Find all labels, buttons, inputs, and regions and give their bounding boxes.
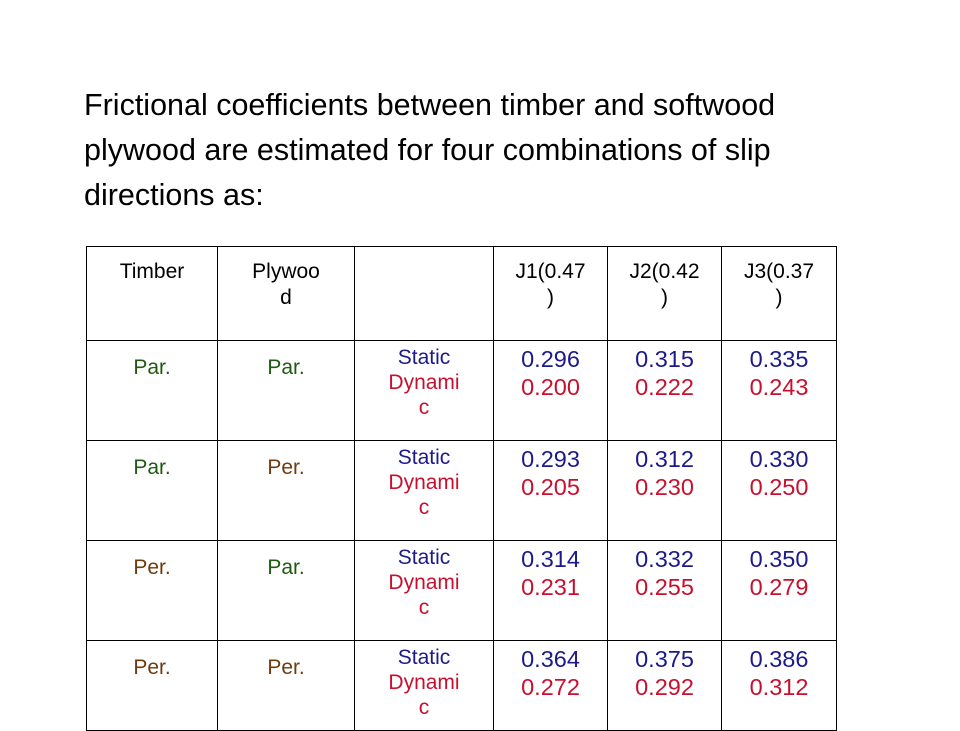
j1-value-cell: 0.364 0.272	[493, 640, 608, 731]
j1-value-cell: 0.296 0.200	[493, 340, 608, 441]
mode-cell: Static Dynami c	[354, 640, 494, 731]
mode-dynamic-label-line2: c	[418, 496, 430, 519]
j2-static-value: 0.332	[635, 546, 694, 572]
j3-dynamic-value: 0.243	[749, 374, 809, 400]
mode-static-label: Static	[397, 646, 451, 669]
mode-dynamic-label: Dynami c	[355, 370, 493, 420]
mode-cell: Static Dynami c	[354, 440, 494, 541]
j3-value-cell: 0.335 0.243	[721, 340, 837, 441]
j3-static-value: 0.350	[749, 546, 809, 572]
j3-dynamic-value: 0.250	[749, 474, 809, 500]
mode-dynamic-label-line2: c	[418, 596, 430, 619]
mode-static-label: Static	[397, 546, 451, 569]
j1-dynamic-value: 0.231	[521, 574, 580, 600]
j1-value-cell: 0.314 0.231	[493, 540, 608, 641]
j2-value-cell: 0.312 0.230	[607, 440, 722, 541]
plywood-orientation-cell: Par.	[217, 340, 355, 441]
timber-orientation-cell: Per.	[86, 640, 218, 731]
j3-value-cell: 0.330 0.250	[721, 440, 837, 541]
header-j3-line1: J3(0.37	[743, 260, 815, 283]
mode-dynamic-label-line2: c	[418, 696, 430, 719]
header-j3: J3(0.37 )	[721, 246, 837, 341]
mode-dynamic-label: Dynami c	[355, 570, 493, 620]
j2-dynamic-value: 0.292	[635, 674, 694, 700]
timber-orientation-cell: Per.	[86, 540, 218, 641]
header-mode	[354, 246, 494, 341]
header-plywood: Plywoo d	[217, 246, 355, 341]
mode-static-label: Static	[397, 346, 451, 369]
table-row: Par. Par. Static Dynami c 0.296 0.200 0.315 0.22…	[86, 340, 837, 441]
timber-orientation-cell: Par.	[86, 440, 218, 541]
plywood-orientation-cell: Per.	[217, 640, 355, 731]
j1-static-value: 0.296	[521, 346, 580, 372]
mode-dynamic-label-line1: Dynami	[388, 571, 460, 594]
j1-dynamic-value: 0.205	[521, 474, 580, 500]
mode-dynamic-label: Dynami c	[355, 470, 493, 520]
j2-value-cell: 0.375 0.292	[607, 640, 722, 731]
header-j2-line2: )	[661, 286, 668, 309]
header-j1-line1: J1(0.47	[515, 260, 586, 283]
j3-static-value: 0.335	[749, 346, 809, 372]
plywood-orientation-cell: Par.	[217, 540, 355, 641]
header-j1-line2: )	[547, 286, 554, 309]
friction-coefficient-table: Timber Plywoo d J1(0.47 ) J2(0.42 ) J3(0…	[86, 246, 837, 731]
mode-dynamic-label-line2: c	[418, 396, 430, 419]
mode-cell: Static Dynami c	[354, 340, 494, 441]
table-row: Par. Per. Static Dynami c 0.293 0.205 0.312 0.23…	[86, 440, 837, 541]
j3-value-cell: 0.350 0.279	[721, 540, 837, 641]
j3-value-cell: 0.386 0.312	[721, 640, 837, 731]
timber-orientation-cell: Par.	[86, 340, 218, 441]
header-plywood-line1: Plywoo	[252, 260, 320, 283]
table-row: Per. Par. Static Dynami c 0.314 0.231 0.332 0.25…	[86, 540, 837, 641]
j2-static-value: 0.312	[635, 446, 694, 472]
j1-static-value: 0.293	[521, 446, 580, 472]
table-header-row: Timber Plywoo d J1(0.47 ) J2(0.42 ) J3(0…	[86, 246, 837, 341]
header-j1: J1(0.47 )	[493, 246, 608, 341]
header-plywood-line2: d	[280, 286, 292, 309]
intro-paragraph: Frictional coefficients between timber a…	[84, 88, 776, 212]
header-timber: Timber	[86, 246, 218, 341]
j3-dynamic-value: 0.279	[749, 574, 809, 600]
mode-dynamic-label-line1: Dynami	[388, 671, 460, 694]
j1-value-cell: 0.293 0.205	[493, 440, 608, 541]
j3-static-value: 0.386	[749, 646, 809, 672]
header-j3-line2: )	[775, 286, 783, 309]
j2-value-cell: 0.315 0.222	[607, 340, 722, 441]
j1-dynamic-value: 0.200	[521, 374, 580, 400]
j2-value-cell: 0.332 0.255	[607, 540, 722, 641]
plywood-orientation-cell: Per.	[217, 440, 355, 541]
mode-dynamic-label-line1: Dynami	[388, 471, 460, 494]
mode-cell: Static Dynami c	[354, 540, 494, 641]
j2-dynamic-value: 0.230	[635, 474, 694, 500]
header-j2-line1: J2(0.42	[629, 260, 700, 283]
j2-dynamic-value: 0.255	[635, 574, 694, 600]
j3-static-value: 0.330	[749, 446, 809, 472]
j3-dynamic-value: 0.312	[749, 674, 809, 700]
j1-dynamic-value: 0.272	[521, 674, 580, 700]
j2-dynamic-value: 0.222	[635, 374, 694, 400]
header-j2: J2(0.42 )	[607, 246, 722, 341]
j1-static-value: 0.314	[521, 546, 580, 572]
mode-dynamic-label: Dynami c	[355, 670, 493, 720]
j1-static-value: 0.364	[521, 646, 580, 672]
mode-static-label: Static	[397, 446, 451, 469]
j2-static-value: 0.315	[635, 346, 694, 372]
table-row: Per. Per. Static Dynami c 0.364 0.272 0.375 0.29…	[86, 640, 837, 731]
mode-dynamic-label-line1: Dynami	[388, 371, 460, 394]
j2-static-value: 0.375	[635, 646, 694, 672]
